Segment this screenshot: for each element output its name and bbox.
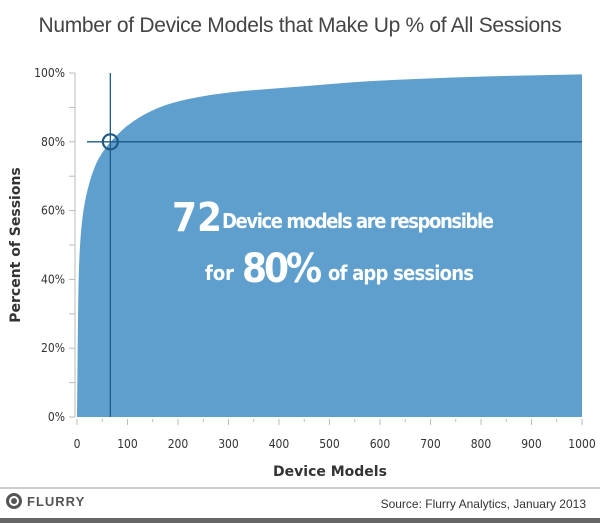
x-tick-label: 200 <box>168 437 189 451</box>
annotation-big-80: 80% <box>242 246 322 292</box>
y-tick-label: 100% <box>34 66 65 80</box>
source-note: Source: Flurry Analytics, January 2013 <box>380 497 586 511</box>
x-tick-label: 600 <box>370 437 391 451</box>
x-tick-label: 0 <box>74 437 81 451</box>
y-tick-label: 60% <box>41 204 65 218</box>
annotation-big-72: 72 <box>172 195 222 241</box>
x-tick-label: 900 <box>521 437 542 451</box>
x-tick-label: 500 <box>319 437 340 451</box>
annotation-line1: Device models are responsible <box>222 209 494 233</box>
x-tick-label: 100 <box>117 437 138 451</box>
x-tick-label: 1000 <box>568 437 596 451</box>
chart-title: Number of Device Models that Make Up % o… <box>38 14 562 37</box>
x-tick-label: 800 <box>471 437 492 451</box>
highlight-marker <box>101 133 119 151</box>
annotation-line2: of app sessions <box>328 261 474 285</box>
x-tick-label: 400 <box>269 437 290 451</box>
y-tick-label: 0% <box>48 410 65 424</box>
y-tick-label: 40% <box>41 272 65 286</box>
x-axis-label: Device Models <box>273 464 387 480</box>
y-axis-label: Percent of Sessions <box>8 167 24 323</box>
flurry-logo: FLURRY <box>6 493 85 509</box>
y-tick-label: 20% <box>41 341 65 355</box>
annotation-for: for <box>205 261 234 285</box>
sessions-area <box>77 74 582 417</box>
chart: 0% 20% 40% 60% 80% 100% 0 100 200 300 400 500 600 700… <box>8 66 596 480</box>
flurry-logo-icon <box>6 493 22 509</box>
footer-divider <box>0 487 600 489</box>
x-tick-label: 700 <box>420 437 441 451</box>
logo-text: FLURRY <box>27 493 86 509</box>
x-tick-label: 300 <box>218 437 239 451</box>
bottom-bar <box>0 518 600 523</box>
y-tick-label: 80% <box>41 135 65 149</box>
